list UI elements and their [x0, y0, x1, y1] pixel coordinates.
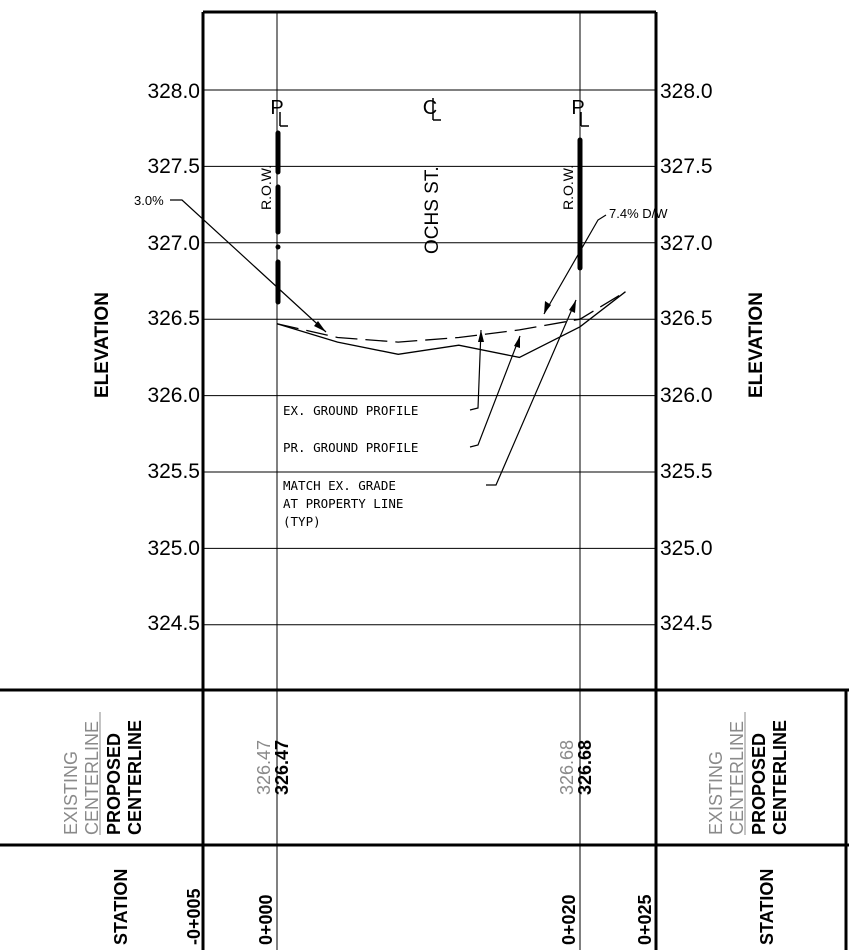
match-grade-label-3: (TYP): [283, 514, 321, 529]
elev-tick-left: 328.0: [147, 80, 200, 103]
elev-tick-right: 327.0: [660, 232, 713, 255]
elev-tick-left: 325.5: [147, 460, 200, 483]
leader-lines: [170, 199, 607, 486]
pl-right-symbol: P: [571, 97, 589, 127]
table-legend-left: EXISTING CENTERLINE PROPOSED CENTERLINE: [61, 712, 145, 835]
svg-text:C: C: [423, 97, 437, 119]
svg-text:CENTERLINE: CENTERLINE: [82, 721, 102, 835]
svg-text:CENTERLINE: CENTERLINE: [125, 720, 145, 835]
ex-ground-profile-label: EX. GROUND PROFILE: [283, 403, 418, 418]
elev-tick-left: 324.5: [147, 612, 200, 635]
elev-left-proposed: 326.47: [272, 740, 292, 795]
elev-tick-left: 326.0: [147, 384, 200, 407]
elev-tick-right: 325.0: [660, 537, 713, 560]
pr-ground-profile-label: PR. GROUND PROFILE: [283, 440, 418, 455]
elev-tick-left: 327.5: [147, 155, 200, 178]
street-name: OCHS ST.: [422, 166, 443, 254]
leader-arrowheads: [314, 300, 576, 348]
station-minus-0-005: -0+005: [184, 888, 204, 945]
table-legend-right: EXISTING CENTERLINE PROPOSED CENTERLINE: [706, 712, 790, 835]
existing-ground-profile-line: [276, 291, 626, 343]
svg-text:EXISTING: EXISTING: [61, 751, 81, 835]
svg-text:P: P: [270, 97, 283, 119]
svg-text:PROPOSED: PROPOSED: [104, 733, 124, 835]
row-left-label: R.O.W.: [258, 165, 274, 210]
match-grade-label-1: MATCH EX. GRADE: [283, 478, 396, 493]
svg-text:P: P: [571, 97, 584, 119]
elev-left-existing: 326.47: [254, 740, 274, 795]
elevation-axis-title-left: ELEVATION: [92, 292, 113, 398]
svg-text:CENTERLINE: CENTERLINE: [770, 720, 790, 835]
table-stations: STATION STATION -0+005 0+000 0+020 0+025: [111, 869, 777, 945]
centerline-symbol: C: [423, 97, 441, 121]
station-0-025: 0+025: [635, 894, 655, 945]
elev-right-proposed: 326.68: [575, 740, 595, 795]
slope-left-label: 3.0%: [134, 193, 164, 208]
elev-tick-right: 328.0: [660, 80, 713, 103]
table-elevations: 326.47 326.47 326.68 326.68: [254, 740, 595, 795]
svg-text:CENTERLINE: CENTERLINE: [727, 721, 747, 835]
row-right-label: R.O.W.: [560, 165, 576, 210]
elev-tick-right: 324.5: [660, 612, 713, 635]
left-elevation-labels: 328.0 327.5 327.0 326.5 326.0 325.5 325.…: [147, 80, 200, 635]
proposed-ground-profile-line: [276, 291, 626, 359]
elev-right-existing: 326.68: [557, 740, 577, 795]
elevation-axis-title-right: ELEVATION: [746, 292, 767, 398]
elev-tick-left: 326.5: [147, 307, 200, 330]
station-0-000: 0+000: [256, 894, 276, 945]
svg-text:PROPOSED: PROPOSED: [749, 733, 769, 835]
elev-tick-left: 325.0: [147, 537, 200, 560]
right-elevation-labels: 328.0 327.5 327.0 326.5 326.0 325.5 325.…: [660, 80, 713, 635]
ground-profiles: [276, 291, 626, 359]
elev-tick-right: 327.5: [660, 155, 713, 178]
elev-tick-right: 325.5: [660, 460, 713, 483]
elev-tick-left: 327.0: [147, 232, 200, 255]
pl-left-symbol: P: [270, 97, 288, 127]
drawing-frame: [0, 10, 849, 950]
station-label-right: STATION: [757, 869, 777, 945]
svg-text:EXISTING: EXISTING: [706, 751, 726, 835]
match-grade-label-2: AT PROPERTY LINE: [283, 496, 403, 511]
slope-right-label: 7.4% D/W: [609, 206, 668, 221]
station-label-left: STATION: [111, 869, 131, 945]
station-0-020: 0+020: [559, 894, 579, 945]
row-left-dot: [275, 244, 281, 250]
elev-tick-right: 326.5: [660, 307, 713, 330]
elev-tick-right: 326.0: [660, 384, 713, 407]
